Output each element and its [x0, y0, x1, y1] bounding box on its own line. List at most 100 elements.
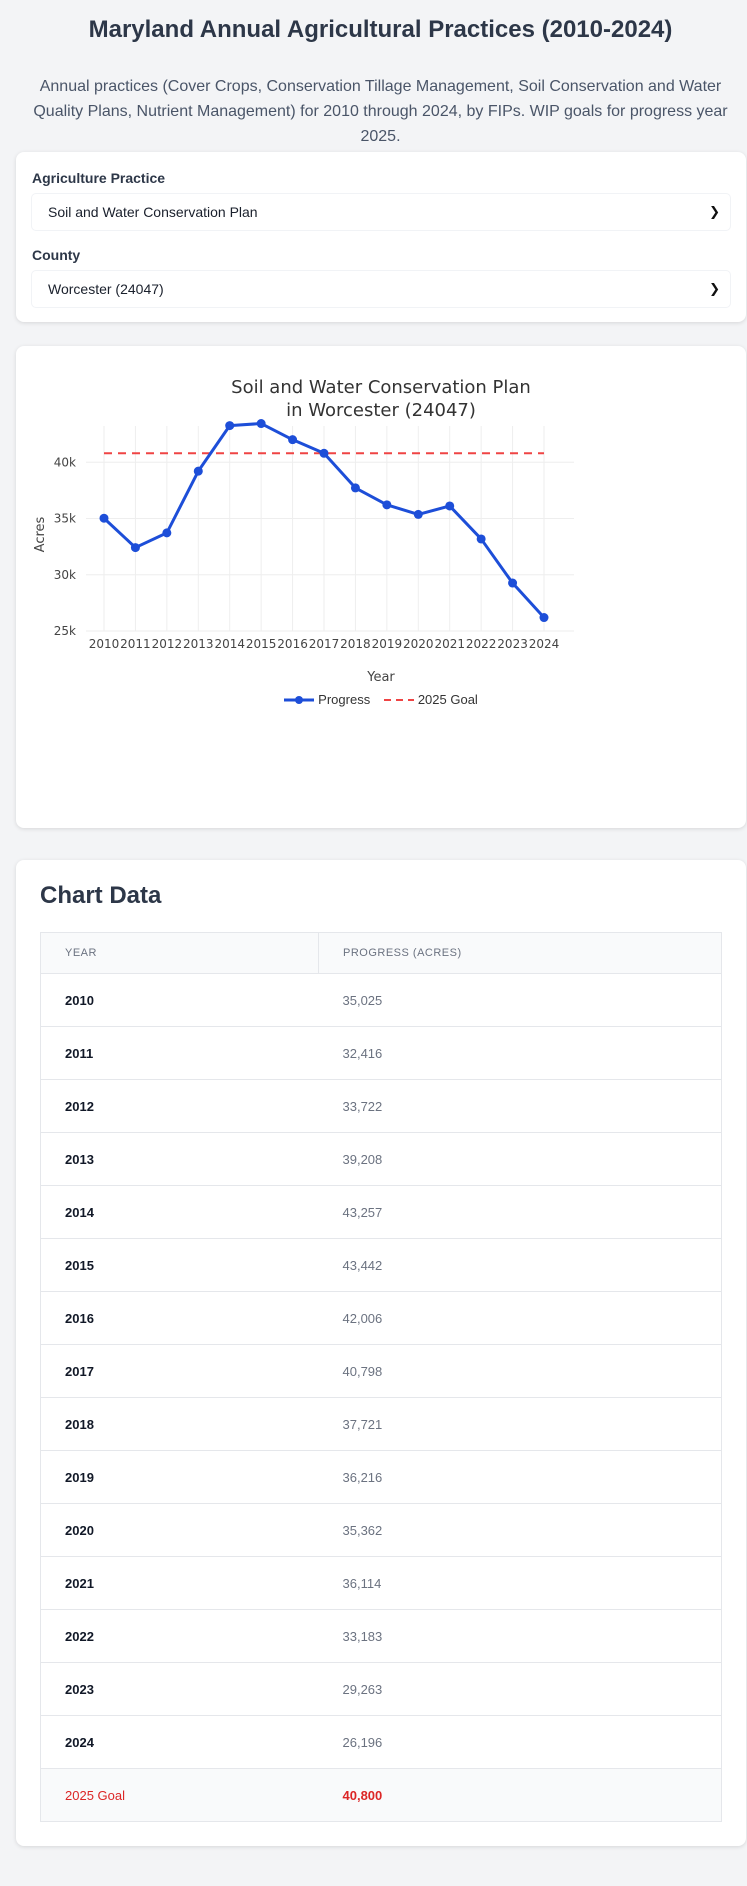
- legend-progress-label: Progress: [318, 692, 371, 707]
- table-row: 2012 33,722: [40, 1079, 722, 1133]
- x-tick-label: 2014: [214, 637, 245, 651]
- y-tick-label: 40k: [54, 455, 76, 469]
- x-axis-title: Year: [366, 670, 395, 685]
- page-subtitle: Annual practices (Cover Crops, Conservat…: [33, 78, 728, 145]
- year-cell: 2023: [40, 1662, 319, 1716]
- progress-point: [319, 448, 329, 458]
- filters-card: Agriculture Practice Soil and Water Cons…: [16, 152, 746, 322]
- table-row: 2024 26,196: [40, 1715, 722, 1769]
- table-row: 2019 36,216: [40, 1450, 722, 1504]
- x-tick-label: 2010: [89, 637, 120, 651]
- legend-progress[interactable]: Progress: [284, 692, 370, 707]
- col-progress-header: PROGRESS (ACRES): [318, 932, 722, 974]
- x-tick-label: 2015: [246, 637, 277, 651]
- x-tick-label: 2018: [340, 637, 371, 651]
- progress-point: [130, 543, 140, 553]
- progress-cell: 35,362: [318, 1503, 722, 1557]
- goal-label-cell: 2025 Goal: [40, 1768, 319, 1822]
- y-tick-label: 35k: [54, 512, 76, 526]
- year-cell: 2022: [40, 1609, 319, 1663]
- table-row: 2013 39,208: [40, 1132, 722, 1186]
- table-card: Chart Data YEAR PROGRESS (ACRES) 2010 35,…: [16, 860, 746, 1846]
- year-cell: 2015: [40, 1238, 319, 1292]
- progress-point: [350, 483, 360, 493]
- year-cell: 2019: [40, 1450, 319, 1504]
- progress-cell: 40,798: [318, 1344, 722, 1398]
- progress-point: [539, 613, 549, 623]
- progress-point: [288, 435, 298, 445]
- year-cell: 2024: [40, 1715, 319, 1769]
- progress-point: [413, 509, 423, 519]
- progress-cell: 32,416: [318, 1026, 722, 1080]
- chevron-down-icon: ❯: [709, 204, 720, 219]
- year-cell: 2012: [40, 1079, 319, 1133]
- county-select-value: Worcester (24047): [48, 281, 164, 297]
- chart-title-line2: in Worcester (24047): [286, 400, 476, 421]
- goal-value-cell: 40,800: [318, 1768, 722, 1822]
- progress-cell: 36,114: [318, 1556, 722, 1610]
- year-cell: 2016: [40, 1291, 319, 1345]
- chart-legend: Progress 2025 Goal: [16, 692, 746, 709]
- legend-goal-swatch: [383, 698, 414, 701]
- progress-cell: 43,442: [318, 1238, 722, 1292]
- y-tick-label: 30k: [54, 568, 76, 582]
- progress-point: [99, 513, 109, 523]
- progress-cell: 43,257: [318, 1185, 722, 1239]
- data-table: YEAR PROGRESS (ACRES) 2010 35,025 2011 32,4…: [40, 932, 722, 1822]
- progress-cell: 33,722: [318, 1079, 722, 1133]
- y-axis-title: Acres: [33, 516, 48, 552]
- table-row: 2023 29,263: [40, 1662, 722, 1716]
- practice-select-value: Soil and Water Conservation Plan: [48, 204, 258, 220]
- table-row: 2010 35,025: [40, 973, 722, 1027]
- x-tick-label: 2011: [120, 637, 151, 651]
- progress-point: [193, 466, 203, 476]
- x-tick-label: 2022: [466, 637, 497, 651]
- table-row: 2017 40,798: [40, 1344, 722, 1398]
- practice-select[interactable]: Soil and Water Conservation Plan ❯: [32, 194, 730, 230]
- year-cell: 2021: [40, 1556, 319, 1610]
- chart-card: Soil and Water Conservation Plan in Worce…: [16, 346, 746, 828]
- chart-title-line1: Soil and Water Conservation Plan: [231, 377, 531, 398]
- table-row: 2021 36,114: [40, 1556, 722, 1610]
- year-cell: 2010: [40, 973, 319, 1027]
- x-tick-label: 2020: [403, 637, 434, 651]
- progress-cell: 36,216: [318, 1450, 722, 1504]
- county-select[interactable]: Worcester (24047) ❯: [32, 271, 730, 307]
- col-year-header: YEAR: [40, 932, 319, 974]
- x-tick-label: 2024: [529, 637, 560, 651]
- legend-goal-label: 2025 Goal: [417, 692, 478, 707]
- year-cell: 2013: [40, 1132, 319, 1186]
- table-row: 2022 33,183: [40, 1609, 722, 1663]
- page-title: Maryland Annual Agricultural Practices (…: [88, 16, 673, 43]
- progress-cell: 26,196: [318, 1715, 722, 1769]
- progress-point: [508, 578, 518, 588]
- y-tick-label: 25k: [54, 624, 76, 638]
- x-tick-label: 2016: [277, 637, 308, 651]
- year-cell: 2011: [40, 1026, 319, 1080]
- goal-row: 2025 Goal 40,800: [40, 1768, 722, 1822]
- table-row: 2011 32,416: [40, 1026, 722, 1080]
- year-cell: 2017: [40, 1344, 319, 1398]
- legend-goal[interactable]: 2025 Goal: [383, 692, 478, 707]
- table-title: Chart Data: [40, 882, 162, 909]
- table-header-row: YEAR PROGRESS (ACRES): [40, 932, 722, 974]
- x-tick-label: 2017: [309, 637, 340, 651]
- progress-point: [476, 534, 486, 544]
- x-tick-label: 2012: [152, 637, 183, 651]
- progress-point: [382, 500, 392, 510]
- progress-point: [256, 419, 266, 429]
- table-row: 2020 35,362: [40, 1503, 722, 1557]
- table-row: 2016 42,006: [40, 1291, 722, 1345]
- chevron-down-icon: ❯: [709, 281, 720, 296]
- progress-cell: 42,006: [318, 1291, 722, 1345]
- table-row: 2015 43,442: [40, 1238, 722, 1292]
- legend-progress-swatch: [284, 695, 315, 704]
- table-row: 2014 43,257: [40, 1185, 722, 1239]
- progress-cell: 35,025: [318, 973, 722, 1027]
- progress-cell: 37,721: [318, 1397, 722, 1451]
- progress-point: [445, 501, 455, 511]
- progress-point: [162, 528, 172, 538]
- progress-point: [225, 421, 235, 431]
- x-tick-label: 2021: [434, 637, 465, 651]
